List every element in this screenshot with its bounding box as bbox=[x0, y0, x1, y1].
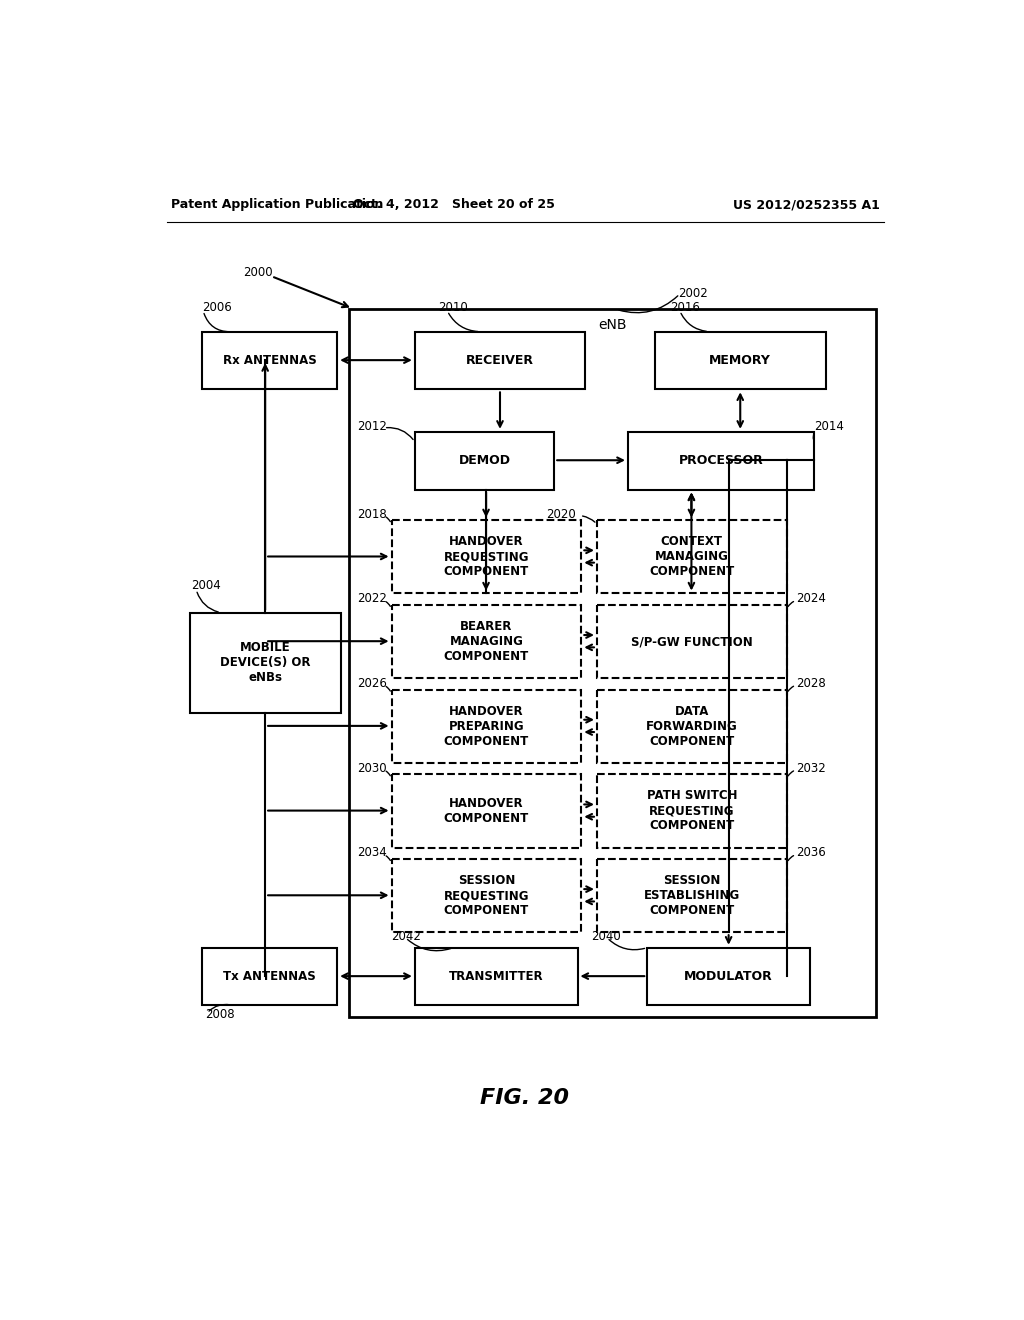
Text: 2002: 2002 bbox=[678, 286, 708, 300]
Text: 2014: 2014 bbox=[814, 420, 844, 433]
Bar bbox=[628, 432, 814, 490]
Text: HANDOVER
REQUESTING
COMPONENT: HANDOVER REQUESTING COMPONENT bbox=[443, 536, 529, 578]
Bar bbox=[597, 775, 786, 847]
Text: Patent Application Publication: Patent Application Publication bbox=[171, 198, 383, 211]
Bar bbox=[597, 859, 786, 932]
Text: HANDOVER
COMPONENT: HANDOVER COMPONENT bbox=[443, 797, 529, 825]
Text: Rx ANTENNAS: Rx ANTENNAS bbox=[222, 354, 316, 367]
Text: 2022: 2022 bbox=[356, 593, 386, 606]
Text: 2006: 2006 bbox=[203, 301, 232, 314]
Text: CONTEXT
MANAGING
COMPONENT: CONTEXT MANAGING COMPONENT bbox=[649, 536, 734, 578]
Bar bbox=[597, 605, 786, 678]
Bar bbox=[597, 520, 786, 594]
Bar bbox=[391, 605, 582, 678]
Text: 2012: 2012 bbox=[356, 420, 386, 433]
Text: 2000: 2000 bbox=[243, 265, 272, 279]
Text: 2004: 2004 bbox=[191, 579, 221, 593]
Text: 2026: 2026 bbox=[356, 677, 386, 690]
Text: 2040: 2040 bbox=[592, 929, 622, 942]
Text: 2028: 2028 bbox=[796, 677, 825, 690]
Bar bbox=[202, 331, 337, 389]
Text: PATH SWITCH
REQUESTING
COMPONENT: PATH SWITCH REQUESTING COMPONENT bbox=[646, 789, 737, 833]
Text: 2036: 2036 bbox=[796, 846, 825, 859]
Bar bbox=[597, 689, 786, 763]
Text: Tx ANTENNAS: Tx ANTENNAS bbox=[223, 970, 315, 983]
Bar bbox=[391, 689, 582, 763]
Text: 2030: 2030 bbox=[356, 762, 386, 775]
Text: 2020: 2020 bbox=[547, 508, 577, 520]
Text: PROCESSOR: PROCESSOR bbox=[679, 454, 763, 467]
Text: S/P-GW FUNCTION: S/P-GW FUNCTION bbox=[631, 635, 753, 648]
Text: eNB: eNB bbox=[598, 318, 627, 333]
Bar bbox=[391, 775, 582, 847]
Text: DATA
FORWARDING
COMPONENT: DATA FORWARDING COMPONENT bbox=[646, 705, 737, 747]
Bar bbox=[647, 948, 810, 1006]
Bar bbox=[202, 948, 337, 1006]
Text: 2016: 2016 bbox=[671, 301, 700, 314]
Bar bbox=[655, 331, 825, 389]
Text: 2010: 2010 bbox=[438, 301, 468, 314]
Text: 2042: 2042 bbox=[391, 929, 421, 942]
Text: US 2012/0252355 A1: US 2012/0252355 A1 bbox=[733, 198, 880, 211]
Text: SESSION
ESTABLISHING
COMPONENT: SESSION ESTABLISHING COMPONENT bbox=[644, 874, 740, 917]
Text: MEMORY: MEMORY bbox=[710, 354, 771, 367]
Bar bbox=[415, 432, 554, 490]
Text: 2018: 2018 bbox=[356, 508, 386, 520]
Bar bbox=[415, 331, 586, 389]
Text: SESSION
REQUESTING
COMPONENT: SESSION REQUESTING COMPONENT bbox=[443, 874, 529, 917]
Text: 2008: 2008 bbox=[206, 1008, 236, 1022]
Text: 2032: 2032 bbox=[796, 762, 825, 775]
Bar bbox=[349, 309, 876, 1016]
Text: 2034: 2034 bbox=[356, 846, 386, 859]
Bar bbox=[190, 612, 341, 713]
Text: TRANSMITTER: TRANSMITTER bbox=[449, 970, 544, 983]
Bar bbox=[391, 859, 582, 932]
Text: BEARER
MANAGING
COMPONENT: BEARER MANAGING COMPONENT bbox=[443, 620, 529, 663]
Text: MODULATOR: MODULATOR bbox=[684, 970, 773, 983]
Bar bbox=[415, 948, 578, 1006]
Text: Oct. 4, 2012   Sheet 20 of 25: Oct. 4, 2012 Sheet 20 of 25 bbox=[352, 198, 554, 211]
Text: MOBILE
DEVICE(S) OR
eNBs: MOBILE DEVICE(S) OR eNBs bbox=[220, 642, 311, 684]
Bar bbox=[391, 520, 582, 594]
Text: FIG. 20: FIG. 20 bbox=[480, 1088, 569, 1107]
Text: 2024: 2024 bbox=[796, 593, 826, 606]
Text: HANDOVER
PREPARING
COMPONENT: HANDOVER PREPARING COMPONENT bbox=[443, 705, 529, 747]
Text: RECEIVER: RECEIVER bbox=[466, 354, 534, 367]
Text: DEMOD: DEMOD bbox=[459, 454, 511, 467]
